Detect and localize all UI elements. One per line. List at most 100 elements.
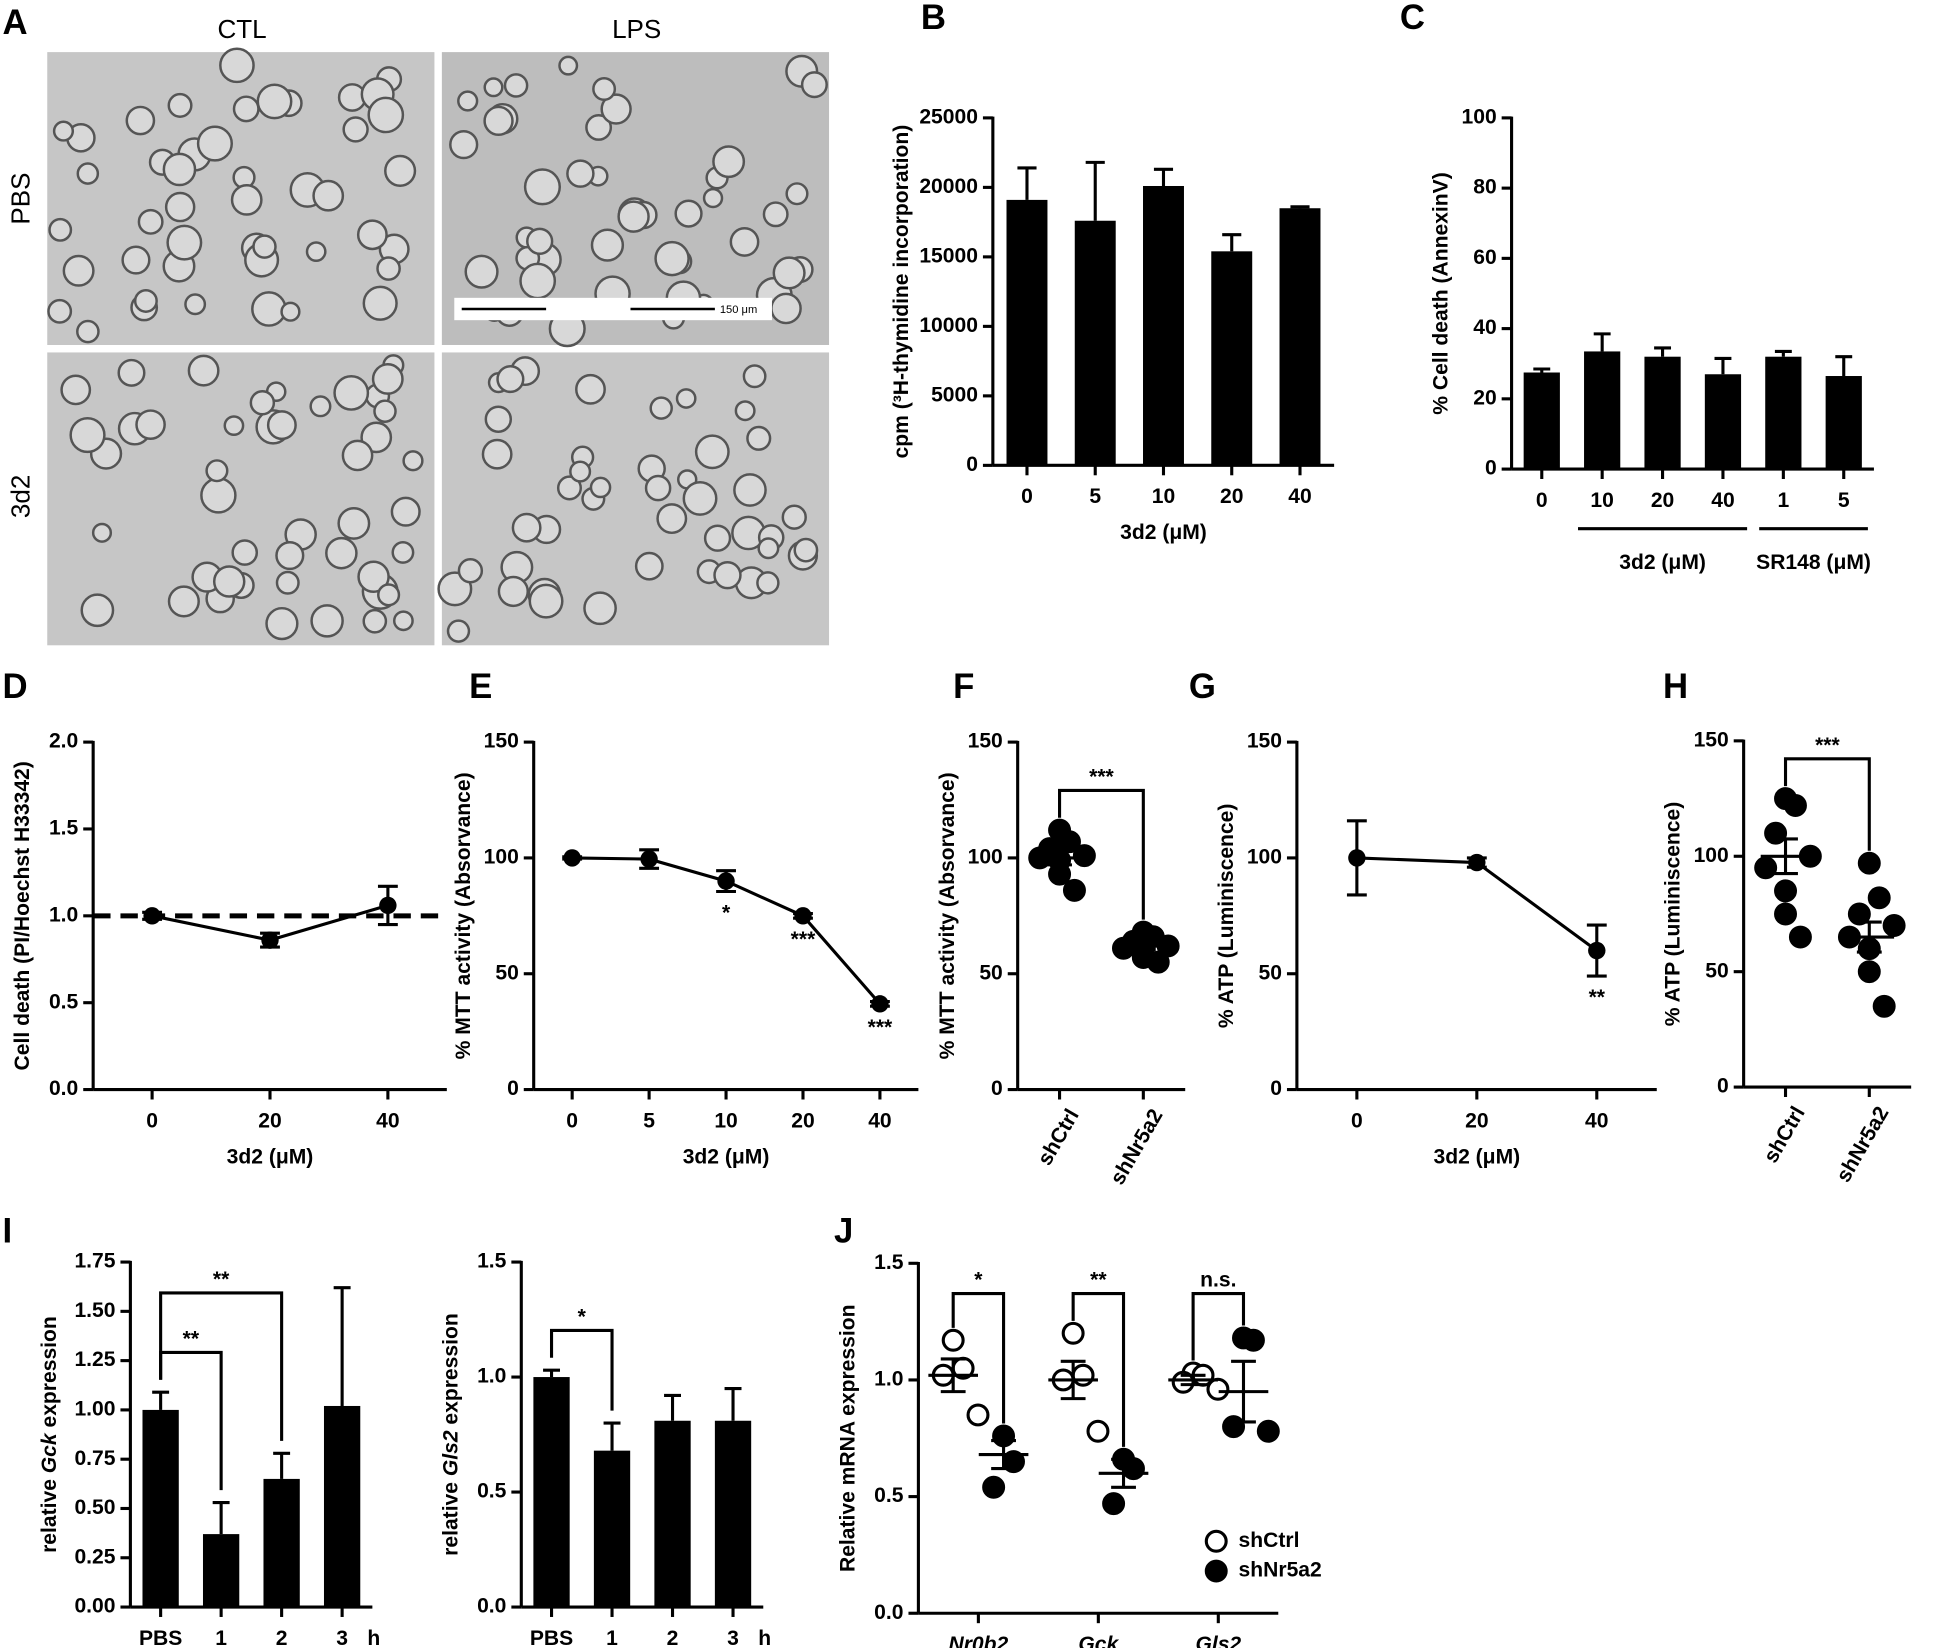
cell xyxy=(266,410,297,441)
cell xyxy=(342,116,369,143)
cell xyxy=(76,319,100,344)
x-tick-label: 10 xyxy=(714,1109,737,1132)
cell xyxy=(125,105,156,136)
cell xyxy=(275,540,305,571)
x-unit: h xyxy=(758,1627,771,1648)
significance-bracket xyxy=(951,1292,1006,1424)
bar xyxy=(1765,356,1802,470)
x-axis-label: 3d2 (μM) xyxy=(683,1145,770,1168)
x-unit: h xyxy=(367,1627,380,1648)
sem-bar xyxy=(1111,1457,1136,1489)
x-axis-label: 3d2 (μM) xyxy=(227,1145,314,1168)
y-axis-label-part: Gck xyxy=(38,1432,61,1473)
cell xyxy=(166,224,203,261)
x-tick-label: 40 xyxy=(1288,485,1311,508)
cell xyxy=(184,293,207,316)
significance-label: * xyxy=(578,1306,587,1329)
cell xyxy=(362,608,388,634)
point xyxy=(1062,878,1086,902)
cell xyxy=(746,425,772,451)
point xyxy=(1121,1457,1145,1481)
cell xyxy=(162,152,197,187)
error-bar xyxy=(1533,367,1551,373)
error-bar xyxy=(1222,233,1242,252)
point xyxy=(1072,844,1096,868)
cell xyxy=(377,583,401,607)
panel-letter: G xyxy=(1189,668,1216,706)
cell xyxy=(496,365,525,394)
cell xyxy=(592,77,617,101)
point xyxy=(1146,950,1170,974)
cell xyxy=(392,610,414,632)
cell xyxy=(702,187,724,209)
legend-label: shNr5a2 xyxy=(1239,1559,1322,1582)
cell xyxy=(219,47,255,84)
point xyxy=(1061,1321,1085,1345)
y-tick-label: 40 xyxy=(1473,316,1496,339)
x-tick-label: 40 xyxy=(376,1109,399,1132)
cell xyxy=(713,560,742,590)
y-axis-label: Relative mRNA expression xyxy=(836,1305,859,1572)
point xyxy=(1867,886,1891,910)
y-tick-label: 5000 xyxy=(931,383,978,406)
cell xyxy=(333,374,370,411)
error-bar xyxy=(333,1286,351,1406)
point xyxy=(1048,862,1072,886)
bar xyxy=(263,1478,300,1608)
y-axis-label: Cell death (PI/Hoechst H33342) xyxy=(11,761,34,1070)
panel-letter: D xyxy=(3,668,28,706)
bar xyxy=(533,1377,570,1608)
y-axis-label: % MTT activity (Absorvance) xyxy=(936,772,959,1059)
error-bar xyxy=(1774,349,1792,357)
cell xyxy=(373,399,397,423)
point xyxy=(1857,960,1881,984)
y-tick-label: 1.5 xyxy=(874,1251,904,1274)
y-tick-label: 25000 xyxy=(919,105,978,128)
bar xyxy=(202,1534,240,1608)
y-tick-label: 0.00 xyxy=(74,1595,115,1618)
bar xyxy=(1143,185,1184,466)
cell xyxy=(590,228,625,262)
cell xyxy=(566,159,595,188)
point xyxy=(794,907,812,925)
point xyxy=(941,1328,965,1352)
error-bar xyxy=(664,1393,682,1421)
y-tick-label: 50 xyxy=(979,961,1002,984)
annotation: * xyxy=(722,901,731,924)
cell xyxy=(654,240,690,277)
x-tick-label: 20 xyxy=(258,1109,281,1132)
y-tick-label: 80 xyxy=(1473,176,1496,199)
cell xyxy=(511,512,542,543)
panel-letter: A xyxy=(3,4,28,42)
cell xyxy=(675,388,697,409)
cell xyxy=(656,503,688,535)
cell xyxy=(756,571,780,595)
sem-bar xyxy=(1060,1359,1086,1401)
cell xyxy=(252,234,277,259)
y-tick-label: 50 xyxy=(1705,959,1728,982)
error-bar xyxy=(212,1501,230,1535)
cell xyxy=(800,71,828,99)
legend-label: shCtrl xyxy=(1239,1529,1300,1552)
cell xyxy=(367,96,405,134)
cell xyxy=(682,481,718,516)
significance-label: *** xyxy=(1089,766,1114,789)
bar xyxy=(1211,251,1253,466)
cell xyxy=(205,459,229,483)
error-bar xyxy=(1153,167,1174,186)
y-tick-label: 1.75 xyxy=(74,1250,115,1273)
panel-letter: H xyxy=(1663,668,1688,706)
cell xyxy=(617,200,650,233)
point xyxy=(143,907,161,925)
error-bar xyxy=(273,1451,291,1479)
legend-marker xyxy=(1204,1529,1228,1553)
annotation: *** xyxy=(791,928,816,951)
cell xyxy=(569,460,592,483)
cell xyxy=(634,551,664,581)
x-tick-label: Gck xyxy=(1078,1633,1119,1648)
legend-marker xyxy=(1204,1559,1228,1583)
x-tick-label: 2 xyxy=(276,1627,288,1648)
cell xyxy=(265,606,299,641)
group-label: 3d2 (μM) xyxy=(1619,551,1706,574)
